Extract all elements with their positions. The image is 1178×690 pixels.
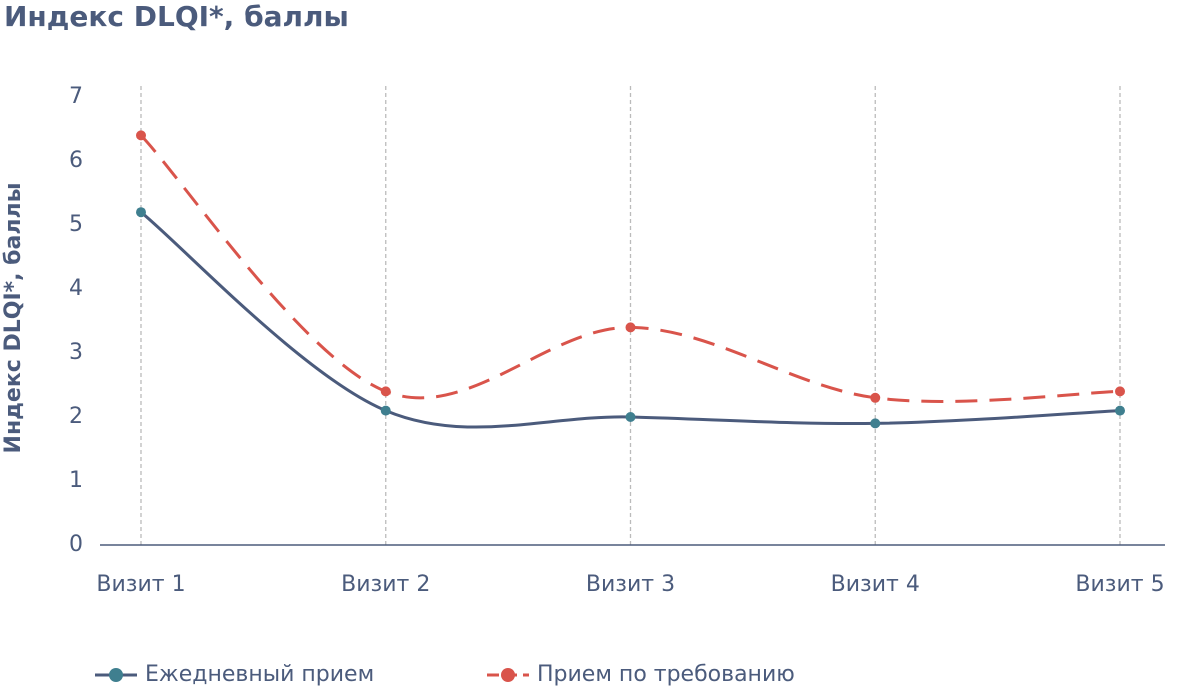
y-tick-label: 7 (69, 84, 83, 109)
y-tick-label: 3 (69, 340, 83, 365)
data-point (136, 130, 146, 141)
y-tick-label: 2 (69, 404, 83, 429)
x-tick-label: Визит 5 (1075, 572, 1164, 597)
chart-title: Индекс DLQI*, баллы (4, 0, 349, 33)
y-tick-label: 4 (69, 276, 83, 301)
data-point (870, 418, 881, 429)
y-axis-label: Индекс DLQI*, баллы (1, 183, 26, 454)
series-line (140, 211, 1121, 429)
legend-marker (109, 668, 123, 682)
y-tick-label: 6 (69, 148, 83, 173)
data-point (136, 207, 146, 218)
series-line (139, 134, 1121, 403)
y-tick-label: 5 (69, 212, 83, 237)
legend-label: Прием по требованию (537, 662, 795, 687)
legend-marker (501, 668, 515, 682)
data-point (1115, 405, 1125, 416)
data-point (625, 412, 636, 422)
x-tick-label: Визит 1 (96, 572, 185, 597)
data-point (380, 405, 391, 416)
data-point (380, 386, 391, 397)
data-point (625, 322, 636, 333)
x-tick-label: Визит 2 (341, 572, 430, 597)
legend-label: Ежедневный прием (145, 662, 374, 687)
x-tick-label: Визит 4 (831, 572, 920, 597)
data-point (1115, 386, 1125, 397)
y-tick-label: 0 (69, 532, 83, 557)
y-tick-label: 1 (69, 468, 83, 493)
x-tick-label: Визит 3 (586, 572, 675, 597)
data-point (870, 392, 881, 403)
